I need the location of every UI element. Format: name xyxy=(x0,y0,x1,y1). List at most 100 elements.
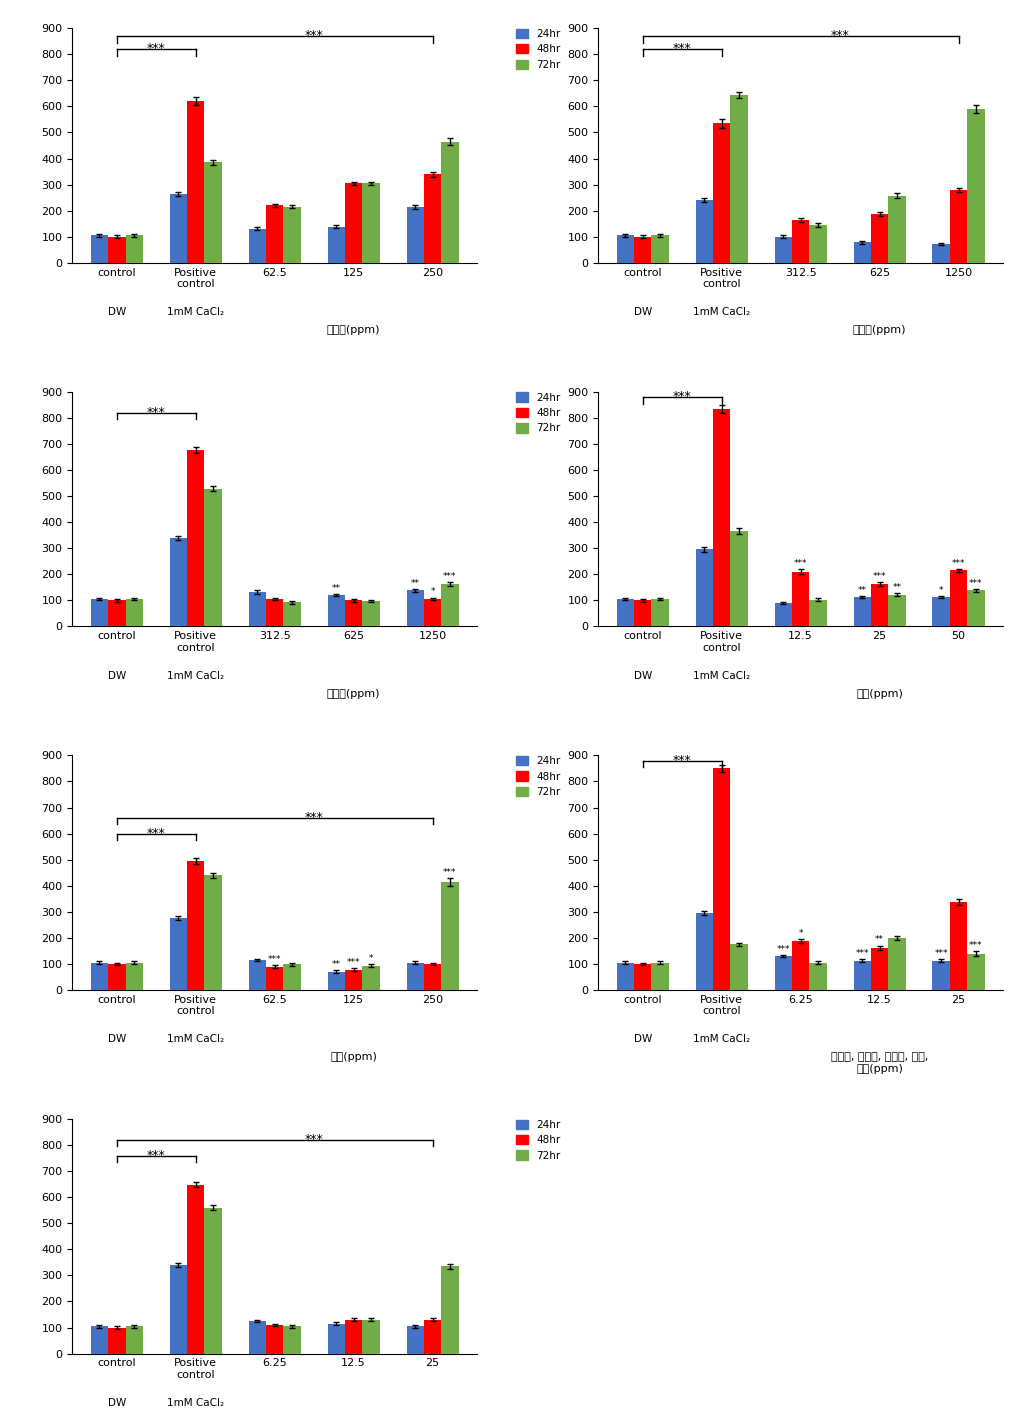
Bar xyxy=(170,193,187,262)
Text: ***: *** xyxy=(444,867,457,877)
Text: 맥문동(ppm): 맥문동(ppm) xyxy=(327,689,381,699)
Bar xyxy=(713,409,730,626)
Bar xyxy=(91,1327,109,1354)
Text: ***: *** xyxy=(346,957,361,967)
Text: **: ** xyxy=(332,960,341,969)
Text: 하수오, 숙지황, 맥문동, 황금,
형개(ppm): 하수오, 숙지황, 맥문동, 황금, 형개(ppm) xyxy=(831,1052,929,1074)
Bar xyxy=(888,938,906,990)
Text: ***: *** xyxy=(147,826,165,839)
Text: ***: *** xyxy=(305,811,324,823)
Bar xyxy=(406,963,424,990)
Bar xyxy=(362,601,379,626)
Text: 1mM CaCl₂: 1mM CaCl₂ xyxy=(168,1399,224,1409)
Bar xyxy=(205,1207,222,1354)
Text: DW: DW xyxy=(634,1035,651,1045)
Text: 하수오(ppm): 하수오(ppm) xyxy=(327,326,381,336)
Bar xyxy=(91,599,109,626)
Bar xyxy=(933,244,950,262)
Text: DW: DW xyxy=(108,307,126,317)
Bar xyxy=(125,1327,143,1354)
Bar xyxy=(424,964,442,990)
Bar xyxy=(328,227,345,262)
Bar xyxy=(170,1265,187,1354)
Bar xyxy=(442,1266,459,1354)
Text: ***: *** xyxy=(855,949,869,959)
Bar xyxy=(266,206,283,262)
Legend: 24hr, 48hr, 72hr: 24hr, 48hr, 72hr xyxy=(516,756,560,797)
Text: ***: *** xyxy=(147,42,165,55)
Text: ***: *** xyxy=(969,940,982,950)
Text: ***: *** xyxy=(305,1132,324,1146)
Bar xyxy=(345,183,362,262)
Legend: 24hr, 48hr, 72hr: 24hr, 48hr, 72hr xyxy=(516,28,560,70)
Text: ***: *** xyxy=(951,558,966,568)
Text: 1mM CaCl₂: 1mM CaCl₂ xyxy=(693,1035,751,1045)
Text: ***: *** xyxy=(305,30,324,42)
Bar xyxy=(774,237,792,262)
Bar xyxy=(91,963,109,990)
Bar xyxy=(950,902,967,990)
Bar xyxy=(248,1321,266,1354)
Bar xyxy=(888,196,906,262)
Text: 황금(ppm): 황금(ppm) xyxy=(856,689,903,699)
Text: ***: *** xyxy=(444,572,457,581)
Bar xyxy=(871,584,888,626)
Bar xyxy=(810,963,827,990)
Bar xyxy=(362,183,379,262)
Bar xyxy=(266,1325,283,1354)
Bar xyxy=(248,960,266,990)
Bar xyxy=(205,489,222,626)
Text: **: ** xyxy=(410,580,420,588)
Text: *: * xyxy=(430,588,435,596)
Bar xyxy=(651,599,669,626)
Bar xyxy=(125,963,143,990)
Bar xyxy=(616,235,634,262)
Text: ***: *** xyxy=(673,753,692,767)
Bar xyxy=(205,876,222,990)
Bar xyxy=(774,956,792,990)
Bar xyxy=(345,1320,362,1354)
Text: ***: *** xyxy=(147,1149,165,1162)
Bar xyxy=(328,971,345,990)
Bar xyxy=(442,881,459,990)
Bar xyxy=(91,235,109,262)
Bar xyxy=(283,964,301,990)
Bar xyxy=(792,220,810,262)
Bar xyxy=(651,235,669,262)
Text: *: * xyxy=(369,955,373,963)
Text: 1mM CaCl₂: 1mM CaCl₂ xyxy=(693,671,751,681)
Bar xyxy=(871,214,888,262)
Bar xyxy=(730,945,748,990)
Text: 1mM CaCl₂: 1mM CaCl₂ xyxy=(168,671,224,681)
Bar xyxy=(730,532,748,626)
Bar xyxy=(170,537,187,626)
Text: 숙지황(ppm): 숙지황(ppm) xyxy=(853,326,907,336)
Bar xyxy=(345,601,362,626)
Bar xyxy=(810,226,827,262)
Bar xyxy=(616,599,634,626)
Bar xyxy=(187,1184,205,1354)
Text: DW: DW xyxy=(108,671,126,681)
Text: ***: *** xyxy=(673,391,692,403)
Text: ***: *** xyxy=(777,945,790,953)
Bar xyxy=(713,768,730,990)
Text: **: ** xyxy=(892,582,902,592)
Bar xyxy=(283,1327,301,1354)
Bar xyxy=(442,141,459,262)
Bar xyxy=(774,603,792,626)
Text: ***: *** xyxy=(969,580,982,588)
Legend: 24hr, 48hr, 72hr: 24hr, 48hr, 72hr xyxy=(516,392,560,433)
Text: DW: DW xyxy=(108,1399,126,1409)
Text: *: * xyxy=(798,929,803,938)
Text: ***: *** xyxy=(830,30,850,42)
Bar xyxy=(283,207,301,262)
Text: 형개(ppm): 형개(ppm) xyxy=(330,1052,377,1063)
Bar xyxy=(651,963,669,990)
Bar xyxy=(362,1320,379,1354)
Bar xyxy=(634,964,651,990)
Bar xyxy=(266,966,283,990)
Bar xyxy=(792,940,810,990)
Bar xyxy=(187,862,205,990)
Bar xyxy=(853,960,871,990)
Bar xyxy=(406,207,424,262)
